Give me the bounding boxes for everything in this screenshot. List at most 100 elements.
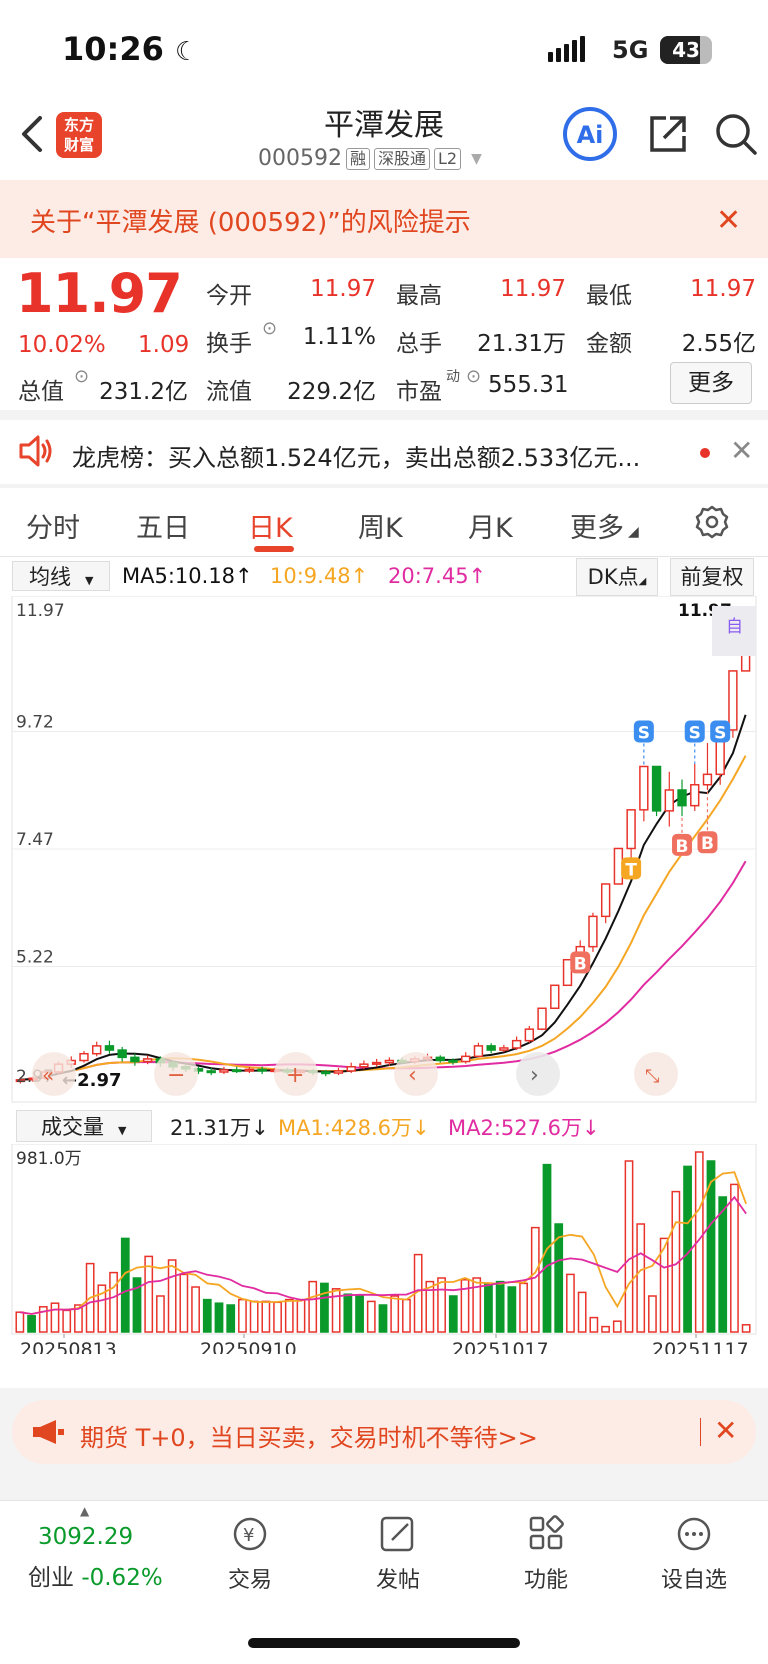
volume-ma1: MA1:428.6万↓ bbox=[278, 1116, 430, 1140]
bottom-nav bbox=[0, 1500, 768, 1664]
close-icon[interactable]: ✕ bbox=[730, 434, 754, 467]
ma5-value: MA5:10.18↑ bbox=[122, 564, 253, 588]
label-open: 今开 bbox=[206, 283, 252, 309]
tab-monthly-k[interactable]: 月K bbox=[468, 513, 513, 544]
share-icon[interactable] bbox=[646, 112, 690, 156]
candle bbox=[550, 984, 560, 1010]
candle bbox=[728, 670, 738, 738]
more-button[interactable]: 更多 bbox=[670, 362, 752, 404]
index-ticker[interactable]: 创业 -0.62% bbox=[28, 1558, 163, 1592]
y-tick-label: 9.72 bbox=[16, 713, 54, 733]
moon-icon: ☾ bbox=[175, 37, 199, 67]
gear-icon[interactable] bbox=[694, 504, 730, 540]
more-dots-icon bbox=[677, 1517, 711, 1551]
candle bbox=[79, 1051, 89, 1063]
candle bbox=[435, 1055, 445, 1063]
ma10-line bbox=[20, 755, 747, 1081]
label-volume: 总手 bbox=[396, 331, 442, 357]
trade-icon: ¥ bbox=[233, 1517, 267, 1551]
volume-select[interactable]: 成交量 ▼ bbox=[16, 1110, 152, 1142]
signal-marker[interactable]: S bbox=[710, 720, 731, 744]
scroll-left-button[interactable]: « bbox=[32, 1052, 76, 1096]
volume-bar bbox=[706, 1160, 716, 1333]
ad-text[interactable]: 期货 T+0，当日买卖，交易时机不等待>> bbox=[80, 1424, 538, 1452]
y-tick-label: 7.47 bbox=[16, 830, 54, 850]
caret-down-icon: ▼ bbox=[118, 1124, 127, 1137]
volume-bar bbox=[484, 1282, 493, 1333]
signal-marker[interactable]: S bbox=[633, 720, 654, 767]
ai-assistant-button[interactable]: Ai bbox=[562, 106, 618, 162]
zoom-out-button[interactable]: − bbox=[154, 1052, 198, 1096]
svg-text:¥: ¥ bbox=[243, 1525, 254, 1546]
fullscreen-button[interactable]: ⤡ bbox=[634, 1052, 678, 1096]
back-button[interactable] bbox=[18, 112, 48, 156]
zoom-in-button[interactable]: + bbox=[274, 1052, 318, 1096]
volume-bar bbox=[191, 1286, 200, 1333]
label-amount: 金额 bbox=[586, 331, 632, 357]
index-value[interactable]: 3092.29 bbox=[38, 1524, 134, 1550]
close-icon[interactable]: ✕ bbox=[716, 203, 742, 238]
info-icon[interactable]: ⊙ bbox=[466, 366, 482, 387]
volume-bar bbox=[296, 1298, 306, 1333]
caret-up-icon: ▲ bbox=[80, 1504, 90, 1518]
ad-banner[interactable] bbox=[12, 1400, 756, 1464]
svg-text:⤡: ⤡ bbox=[645, 1066, 659, 1087]
tab-weekly-k[interactable]: 周K bbox=[358, 513, 403, 544]
tab-daily-k[interactable]: 日K bbox=[248, 513, 293, 544]
adjust-mode-button[interactable]: 前复权 bbox=[670, 558, 754, 596]
tab-more[interactable]: 更多 bbox=[570, 513, 624, 544]
search-icon[interactable] bbox=[714, 112, 758, 156]
dragon-tiger-text[interactable]: 龙虎榜：买入总额1.524亿元，卖出总额2.533亿元... bbox=[72, 444, 641, 472]
index-change: -0.62% bbox=[81, 1565, 163, 1591]
svg-text:+: + bbox=[286, 1063, 304, 1088]
info-icon[interactable]: ⊙ bbox=[74, 366, 90, 387]
tab-five-day[interactable]: 五日 bbox=[136, 513, 190, 544]
risk-banner[interactable] bbox=[0, 180, 768, 258]
change-percent: 10.02% bbox=[18, 332, 106, 358]
value-amount: 2.55亿 bbox=[681, 331, 756, 357]
tab-intraday[interactable]: 分时 bbox=[26, 513, 80, 544]
volume-bar bbox=[659, 1237, 669, 1333]
svg-text:S: S bbox=[638, 724, 650, 744]
volume-bar bbox=[132, 1277, 142, 1333]
dk-point-button[interactable]: DK点◢ bbox=[576, 558, 658, 596]
signal-marker[interactable]: B bbox=[570, 951, 591, 974]
nav-functions[interactable]: 功能 bbox=[496, 1514, 596, 1594]
volume-bar bbox=[238, 1298, 247, 1333]
volume-bar bbox=[308, 1280, 318, 1333]
close-icon[interactable]: ✕ bbox=[714, 1414, 738, 1447]
nav-post[interactable]: 发帖 bbox=[348, 1514, 448, 1594]
candle bbox=[473, 1042, 484, 1058]
prev-button[interactable]: ‹ bbox=[394, 1052, 438, 1096]
stock-name: 平潭发展 bbox=[324, 108, 444, 143]
candle bbox=[359, 1060, 369, 1070]
tag-margin: 融 bbox=[345, 147, 370, 170]
candle bbox=[104, 1040, 115, 1054]
volume-bar bbox=[425, 1280, 435, 1333]
volume-chart[interactable]: 981.0万 20250813 20250910 20251017 20251117 bbox=[0, 1144, 768, 1354]
value-pe: 555.31 bbox=[488, 372, 569, 398]
candle bbox=[677, 779, 687, 817]
candle bbox=[639, 765, 649, 822]
signal-marker[interactable]: S bbox=[684, 720, 705, 764]
info-icon[interactable]: ⊙ bbox=[262, 318, 278, 339]
signal-marker[interactable]: B bbox=[672, 816, 693, 857]
home-indicator bbox=[248, 1638, 520, 1648]
next-button[interactable]: › bbox=[516, 1052, 560, 1096]
candle bbox=[257, 1066, 267, 1075]
signal-marker[interactable]: T bbox=[621, 857, 642, 880]
label-turnover: 换手 bbox=[206, 331, 252, 357]
signal-marker[interactable]: B bbox=[697, 789, 718, 854]
risk-text[interactable]: 关于“平潭发展 (000592)”的风险提示 bbox=[30, 208, 471, 238]
volume-bar bbox=[402, 1298, 411, 1333]
nav-add-watchlist[interactable]: 设自选 bbox=[644, 1514, 744, 1594]
active-tab-indicator bbox=[254, 546, 294, 552]
ma-select[interactable]: 均线 ▼ bbox=[12, 561, 110, 591]
volume-bar bbox=[50, 1302, 60, 1333]
ma20-value: 20:7.45↑ bbox=[388, 564, 487, 588]
label-float-cap: 流值 bbox=[206, 379, 252, 405]
nav-trade[interactable]: ¥ 交易 bbox=[200, 1514, 300, 1594]
svg-text:Ai: Ai bbox=[577, 121, 604, 149]
stock-code-row[interactable]: 000592 融 深股通 L2 ▼ bbox=[258, 146, 482, 171]
